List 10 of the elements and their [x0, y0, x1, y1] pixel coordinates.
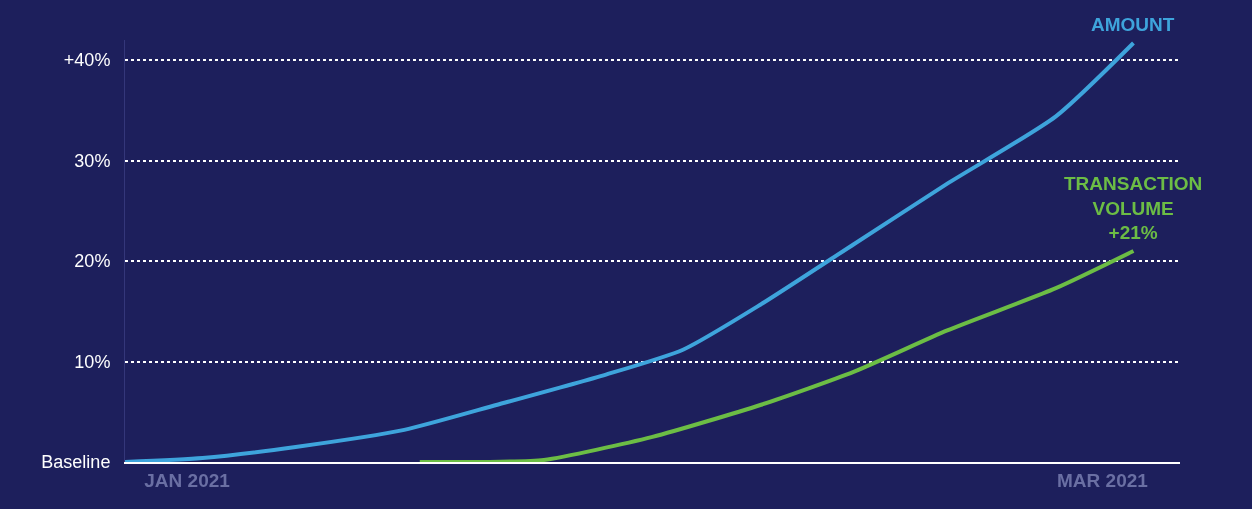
y-tick-label: +40%: [63, 50, 111, 71]
annotation: TRANSACTION VOLUME +21%: [1064, 173, 1203, 244]
y-tick-label: 30%: [74, 150, 111, 171]
line-series: [417, 249, 1136, 462]
y-tick-label: Baseline: [41, 452, 111, 473]
y-tick-label: 10%: [74, 351, 111, 372]
x-tick-label: MAR 2021: [1057, 469, 1149, 491]
annotation: AMOUNT: [1091, 14, 1175, 35]
y-tick-label: 20%: [74, 251, 111, 272]
x-tick-label: JAN 2021: [144, 469, 231, 491]
